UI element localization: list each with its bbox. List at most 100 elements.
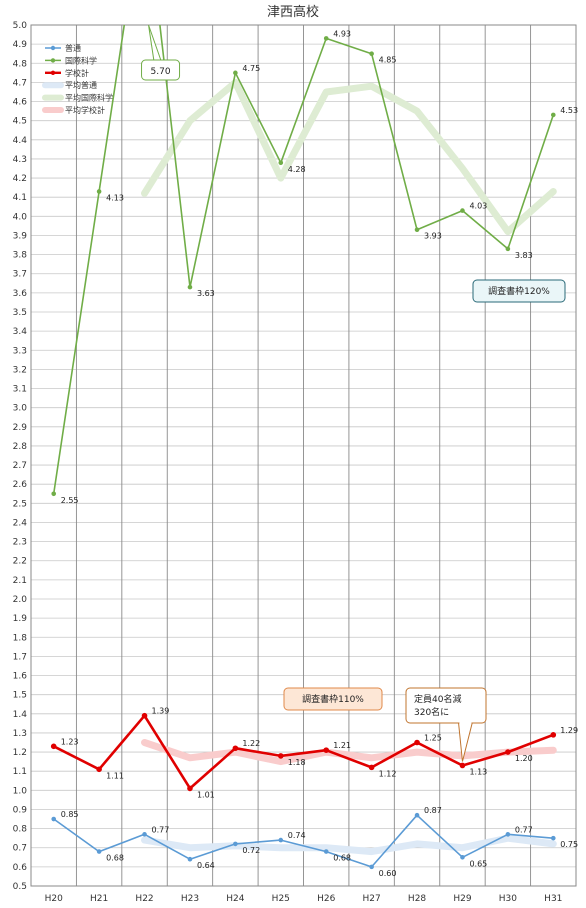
data-label: 1.11 [106, 771, 124, 780]
y-tick-label: 4.4 [13, 136, 28, 146]
y-tick-label: 4.6 [13, 98, 28, 108]
data-point [460, 855, 465, 860]
data-point [142, 832, 147, 837]
data-point [51, 491, 57, 497]
legend-entry: 普通 [65, 43, 81, 53]
y-tick-label: 1.5 [13, 691, 27, 701]
y-tick-label: 1.0 [13, 786, 28, 796]
y-tick-label: 3.9 [13, 231, 28, 241]
y-tick-label: 5.0 [13, 21, 28, 31]
y-tick-label: 4.2 [13, 174, 27, 184]
y-tick-label: 3.3 [13, 346, 27, 356]
y-tick-label: 3.2 [13, 365, 27, 375]
callout-120: 調査書枠120% [488, 285, 550, 297]
data-point [369, 864, 374, 870]
y-tick-label: 4.1 [13, 193, 27, 203]
y-tick-label: 0.6 [13, 863, 28, 873]
data-labels-layer: 0.85 0.68 0.77 0.64 0.72 0.74 0.68 0.60 0.87 0.65… [61, 29, 578, 877]
data-label: 0.85 [61, 810, 79, 819]
y-tick-label: 3.8 [13, 251, 28, 261]
series-line [141, 739, 557, 766]
data-point [550, 732, 557, 738]
data-point [505, 832, 511, 837]
data-point [414, 739, 420, 746]
y-tick-label: 1.1 [13, 767, 27, 777]
legend-entry: 平均国際科学 [65, 93, 113, 103]
data-label: 4.75 [242, 64, 260, 73]
legend-entry: 国際科学 [65, 55, 97, 65]
data-point [187, 284, 193, 290]
callout-teiin-line: 320名に [414, 706, 449, 718]
callout-joint-teiin [459, 720, 472, 724]
data-label: 0.65 [469, 859, 487, 868]
x-tick-label: H20 [45, 894, 63, 904]
callout-box-110 [283, 687, 383, 711]
data-point [96, 849, 102, 854]
data-point [323, 849, 329, 854]
y-tick-label: 4.9 [13, 40, 28, 50]
y-tick-label: 2.9 [13, 423, 28, 433]
x-tick-label: H22 [135, 894, 153, 904]
y-tick-label: 3.5 [13, 308, 27, 318]
data-label: 1.25 [424, 734, 442, 743]
legend-entry: 学校計 [65, 68, 89, 78]
data-label: 0.74 [288, 831, 306, 840]
y-tick-label: 2.7 [13, 461, 27, 471]
legend-entry: 平均学校計 [65, 105, 105, 115]
y-tick-label: 4.7 [13, 78, 27, 88]
series-lines [52, 25, 557, 868]
series-line [52, 714, 555, 790]
data-label: 1.21 [333, 741, 351, 750]
y-tick-label: 4.3 [13, 155, 27, 165]
data-point [96, 766, 102, 773]
y-tick-label: 0.5 [13, 882, 27, 892]
data-point [187, 785, 193, 792]
data-point [323, 747, 330, 753]
callout-teiin-line: 定員40名減 [414, 693, 461, 705]
data-label: 1.23 [61, 737, 79, 746]
data-label: 0.72 [242, 846, 260, 855]
data-label: 0.77 [152, 825, 170, 834]
y-axis-ticks: 0.5 0.6 0.7 0.8 0.9 1.0 1.1 1.2 1.3 1.4 1.5 1.6 1.7 1… [13, 21, 28, 892]
data-point [187, 856, 193, 862]
data-point [505, 246, 511, 252]
y-tick-label: 0.9 [13, 805, 28, 815]
y-tick-label: 4.8 [13, 59, 28, 69]
y-tick-label: 3.0 [13, 404, 28, 414]
data-point [141, 712, 148, 719]
callout-box-teiin [405, 687, 487, 724]
data-label: 1.01 [197, 790, 215, 799]
data-point [233, 841, 238, 847]
y-tick-label: 2.2 [13, 557, 27, 567]
data-label: 1.39 [152, 707, 170, 716]
y-tick-label: 1.2 [13, 748, 27, 758]
data-label: 3.83 [515, 251, 533, 260]
x-tick-label: H31 [544, 894, 562, 904]
data-label: 0.68 [106, 854, 124, 863]
data-label: 4.28 [288, 165, 306, 174]
x-tick-label: H26 [317, 894, 335, 904]
x-tick-label: H24 [226, 894, 244, 904]
y-tick-label: 2.3 [13, 538, 27, 548]
y-tick-label: 2.1 [13, 576, 27, 586]
y-tick-label: 1.4 [13, 710, 28, 720]
data-label: 0.60 [379, 869, 397, 878]
y-tick-label: 4.0 [13, 212, 28, 222]
data-label: 4.93 [333, 29, 351, 38]
y-tick-label: 3.6 [13, 289, 28, 299]
data-label: 1.13 [469, 767, 487, 776]
data-label: 4.13 [106, 193, 124, 202]
data-point [50, 743, 57, 750]
data-label: 0.68 [333, 854, 351, 863]
x-tick-label: H25 [272, 894, 290, 904]
data-label: 1.18 [288, 758, 306, 767]
y-tick-label: 3.7 [13, 270, 27, 280]
data-point [323, 36, 329, 41]
x-tick-label: H21 [90, 894, 108, 904]
series-line [141, 834, 557, 856]
y-tick-label: 1.3 [13, 729, 27, 739]
data-point [233, 70, 238, 76]
x-tick-label: H28 [408, 894, 426, 904]
